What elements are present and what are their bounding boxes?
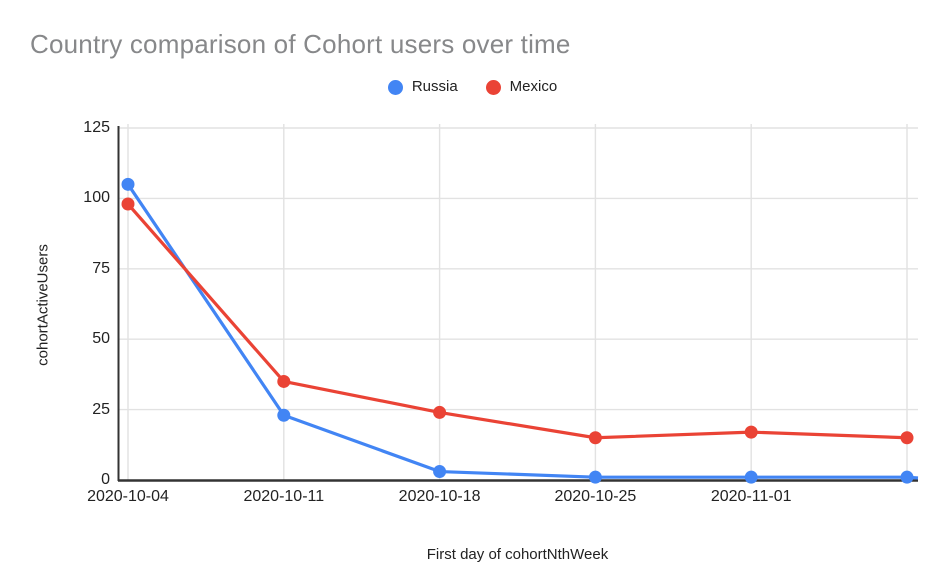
legend-dot-russia	[387, 79, 403, 95]
y-tick-label-0: 0	[101, 471, 110, 488]
chart-title: Country comparison of Cohort users over …	[30, 29, 571, 59]
legend-item-russia[interactable]: Russia	[387, 77, 458, 97]
x-tick-label-2020-11-01: 2020-11-01	[710, 488, 792, 505]
x-tick-label-2020-10-25: 2020-10-25	[554, 488, 637, 505]
x-tick-label-2020-10-04: 2020-10-04	[87, 488, 169, 505]
mexico-point-1[interactable]	[277, 374, 291, 388]
y-tick-label-25: 25	[92, 400, 110, 418]
russia-point-0[interactable]	[121, 177, 135, 191]
legend-dot-mexico	[485, 79, 501, 95]
y-tick-label-100: 100	[83, 189, 110, 207]
legend-item-mexico[interactable]: Mexico	[485, 77, 558, 97]
y-tick-label-50: 50	[92, 330, 110, 348]
russia-point-1[interactable]	[277, 408, 291, 422]
mexico-point-5[interactable]	[900, 431, 914, 445]
legend-label-russia: Russia	[411, 78, 458, 95]
mexico-point-3[interactable]	[588, 431, 602, 445]
y-tick-label-75: 75	[92, 259, 110, 277]
x-axis-title: First day of cohortNthWeek	[426, 546, 609, 563]
x-tick-label-2020-10-11: 2020-10-11	[243, 488, 325, 505]
russia-point-4[interactable]	[744, 470, 758, 484]
mexico-line	[126, 202, 908, 440]
mexico-point-4[interactable]	[744, 425, 758, 439]
russia-point-3[interactable]	[588, 470, 602, 484]
mexico-point-2[interactable]	[433, 405, 447, 419]
russia-point-2[interactable]	[433, 465, 447, 479]
x-tick-label-2020-10-18: 2020-10-18	[398, 488, 481, 505]
y-tick-label-125: 125	[83, 119, 110, 136]
legend-label-mexico: Mexico	[509, 78, 558, 95]
y-axis-title: cohortActiveUsers	[34, 244, 52, 366]
mexico-point-0[interactable]	[121, 197, 135, 211]
russia-point-5[interactable]	[900, 470, 914, 484]
legend: Russia Mexico	[0, 77, 945, 97]
